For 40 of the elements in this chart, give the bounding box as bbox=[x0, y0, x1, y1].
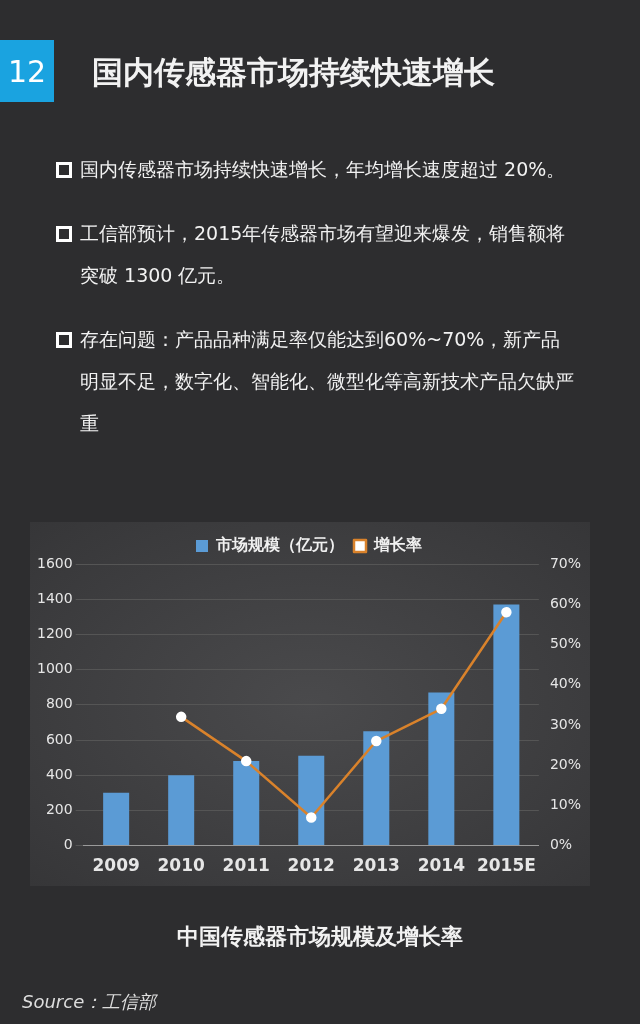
bar bbox=[428, 692, 455, 846]
x-tick-label: 2009 bbox=[92, 855, 140, 876]
bar bbox=[298, 755, 325, 846]
bar bbox=[493, 604, 520, 846]
text: 中国传感器市场规模及增长率 bbox=[176, 923, 464, 951]
y2-tick-label: 30% bbox=[549, 715, 582, 732]
legend-label: 市场规模（亿元） bbox=[215, 535, 344, 555]
y-tick-label: 400 bbox=[45, 765, 73, 782]
bar bbox=[103, 792, 130, 846]
bar bbox=[233, 761, 260, 846]
bar bbox=[168, 775, 195, 846]
y2-tick-label: 20% bbox=[549, 755, 582, 772]
text: 国内传感器市场持续快速增长，年均增长速度超过 20%。 bbox=[80, 157, 566, 182]
y2-tick-label: 50% bbox=[549, 635, 582, 652]
y2-tick-label: 70% bbox=[549, 554, 582, 571]
legend-label: 增长率 bbox=[373, 535, 422, 555]
text: 工信部预计，2015年传感器市场有望迎来爆发，销售额将突破 1300 亿元。 bbox=[80, 221, 567, 288]
chart-title: 国内传感器市场持续快速增长 bbox=[92, 53, 495, 92]
y-tick-label: 1200 bbox=[36, 625, 73, 642]
y2-tick-label: 0% bbox=[549, 836, 573, 853]
source-note: Source：工信部 bbox=[22, 990, 157, 1014]
y2-tick-label: 10% bbox=[549, 796, 582, 813]
y-tick-label: 1400 bbox=[36, 589, 73, 606]
y-tick-label: 200 bbox=[45, 801, 73, 818]
text: 12 bbox=[0, 40, 54, 102]
y2-tick-label: 40% bbox=[549, 675, 582, 692]
text: 存在问题：产品品种满足率仅能达到60%~70%，新产品明显不足，数字化、智能化、微型化等高新技术产品欠缺严重 bbox=[80, 327, 575, 436]
x-tick-label: 2014 bbox=[417, 855, 466, 876]
y-tick-label: 600 bbox=[45, 730, 73, 747]
x-tick-label: 2015E bbox=[476, 855, 536, 876]
y2-tick-label: 60% bbox=[549, 594, 582, 611]
y-tick-label: 1600 bbox=[36, 554, 73, 571]
x-tick-label: 2010 bbox=[157, 855, 206, 876]
x-tick-label: 2012 bbox=[287, 855, 335, 876]
x-tick-label: 2011 bbox=[222, 855, 270, 876]
y-tick-label: 1000 bbox=[36, 660, 73, 677]
y-tick-label: 0 bbox=[63, 836, 73, 853]
x-tick-label: 2013 bbox=[352, 855, 400, 876]
y-tick-label: 800 bbox=[45, 695, 73, 712]
bar bbox=[363, 731, 390, 846]
